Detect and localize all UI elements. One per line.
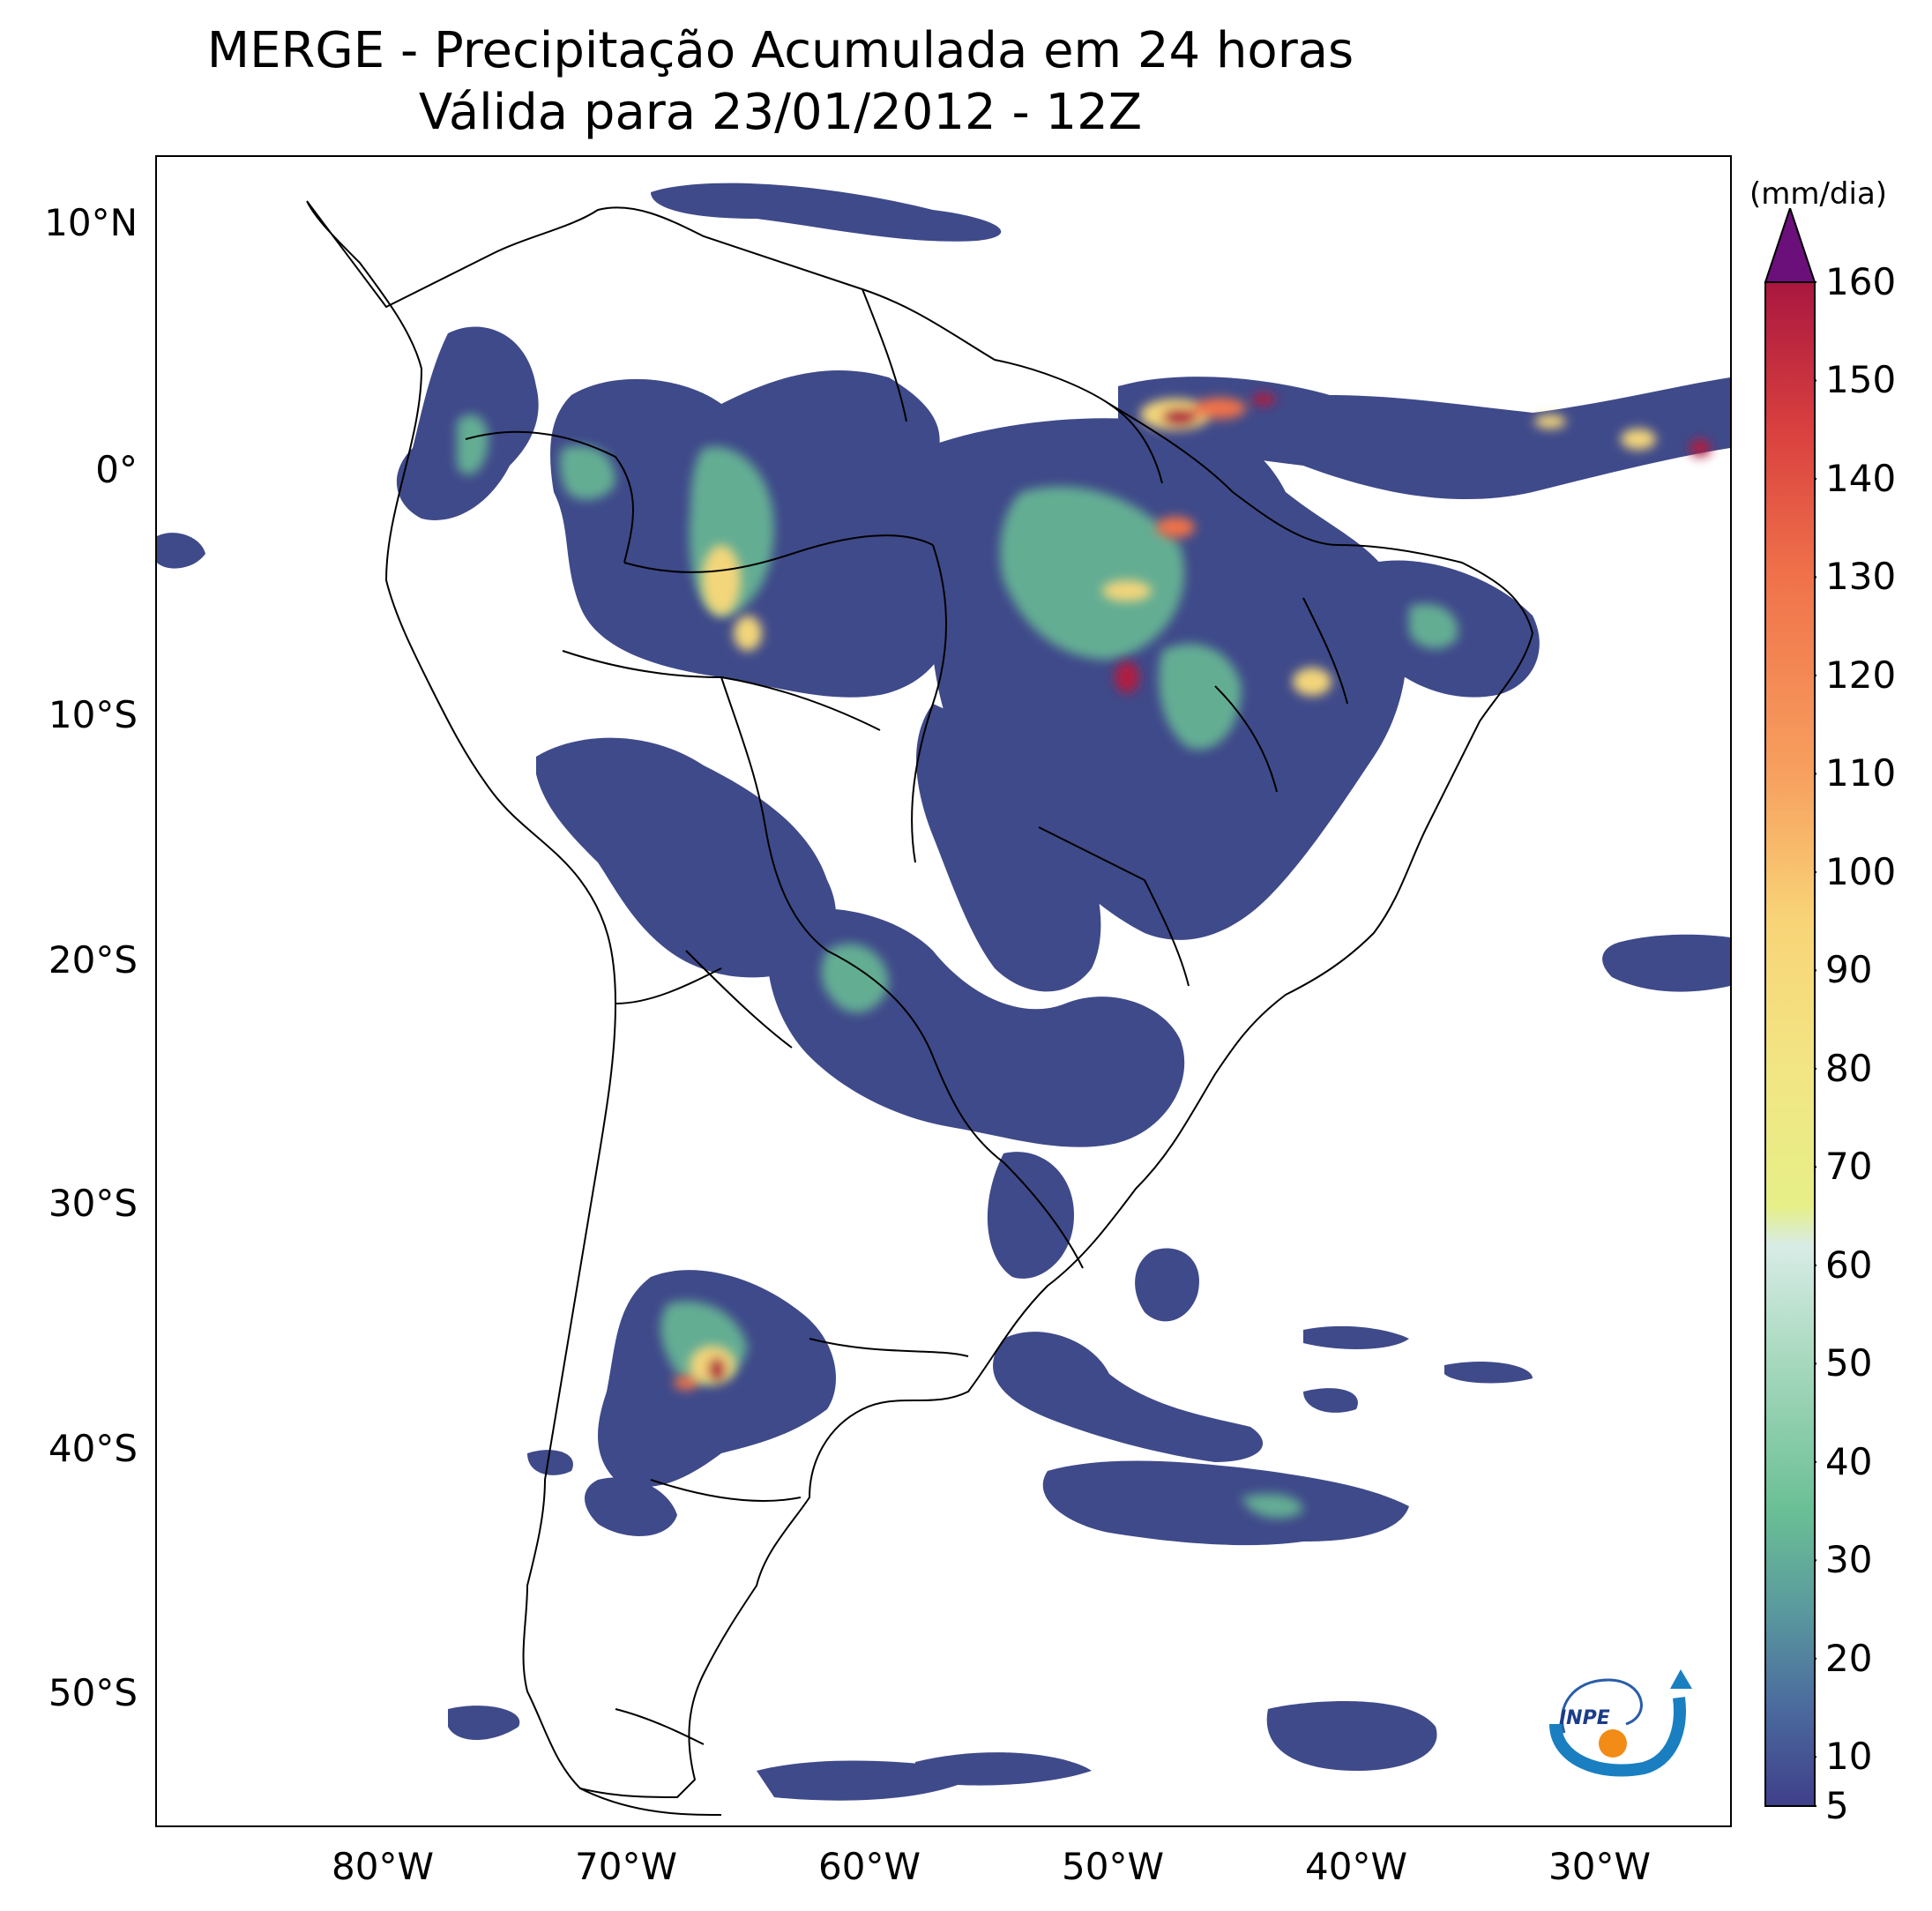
lat-label-30s: 30°S [48,1182,138,1225]
colorbar-tick-label: 10 [1825,1735,1873,1779]
lat-label-40s: 40°S [48,1427,138,1470]
colorbar-tick-label: 120 [1825,653,1897,697]
colorbar-tick-label: 150 [1825,358,1897,402]
lat-label-10s: 10°S [48,693,138,736]
inpe-logo-text: INPE [1559,1707,1610,1729]
inpe-logo: INPE [1549,1669,1692,1777]
lat-label-20s: 20°S [48,938,138,982]
colorbar-tick-label: 40 [1825,1439,1873,1483]
map-frame [155,155,1732,1827]
colorbar-tick-label: 5 [1825,1784,1849,1827]
lat-label-0: 0° [95,448,138,491]
colorbar-body [1764,281,1816,1807]
precipitation-moderate [457,414,1458,1519]
precipitation-map [157,183,1730,1816]
colorbar-ticks [1815,281,1816,1807]
colorbar-tick-label: 20 [1825,1636,1873,1680]
lon-label-80w: 80°W [332,1845,434,1888]
lon-label-50w: 50°W [1062,1845,1164,1888]
colorbar-tick-label: 50 [1825,1341,1873,1385]
colorbar-tick-label: 60 [1825,1243,1873,1287]
colorbar-tick-label: 130 [1825,555,1897,599]
colorbar-tick-label: 100 [1825,849,1897,893]
map-title: MERGE - Precipitação Acumulada em 24 hor… [206,22,1354,79]
precipitation-field [157,183,1730,1801]
lat-label-10n: 10°N [44,201,138,244]
lon-label-70w: 70°W [575,1845,677,1888]
colorbar-unit: (mm/dia) [1749,176,1888,212]
lat-label-50s: 50°S [48,1671,138,1714]
colorbar-tick-label: 90 [1825,948,1873,992]
colorbar-tick-label: 140 [1825,456,1897,500]
colorbar-tick-label: 110 [1825,751,1897,795]
colorbar-tick-label: 70 [1825,1145,1873,1189]
colorbar-tick-label: 30 [1825,1538,1873,1582]
colorbar-tick-label: 80 [1825,1046,1873,1090]
colorbar-tick-label: 160 [1825,260,1897,303]
lon-label-60w: 60°W [818,1845,921,1888]
lon-label-40w: 40°W [1305,1845,1407,1888]
colorbar-extend-arrow [1764,208,1816,283]
coastlines-borders [306,200,1534,1816]
colorbar [1764,208,1816,1807]
map-subtitle: Válida para 23/01/2012 - 12Z [418,84,1143,141]
lon-label-30w: 30°W [1548,1845,1651,1888]
precipitation-heavy [674,393,1711,1390]
